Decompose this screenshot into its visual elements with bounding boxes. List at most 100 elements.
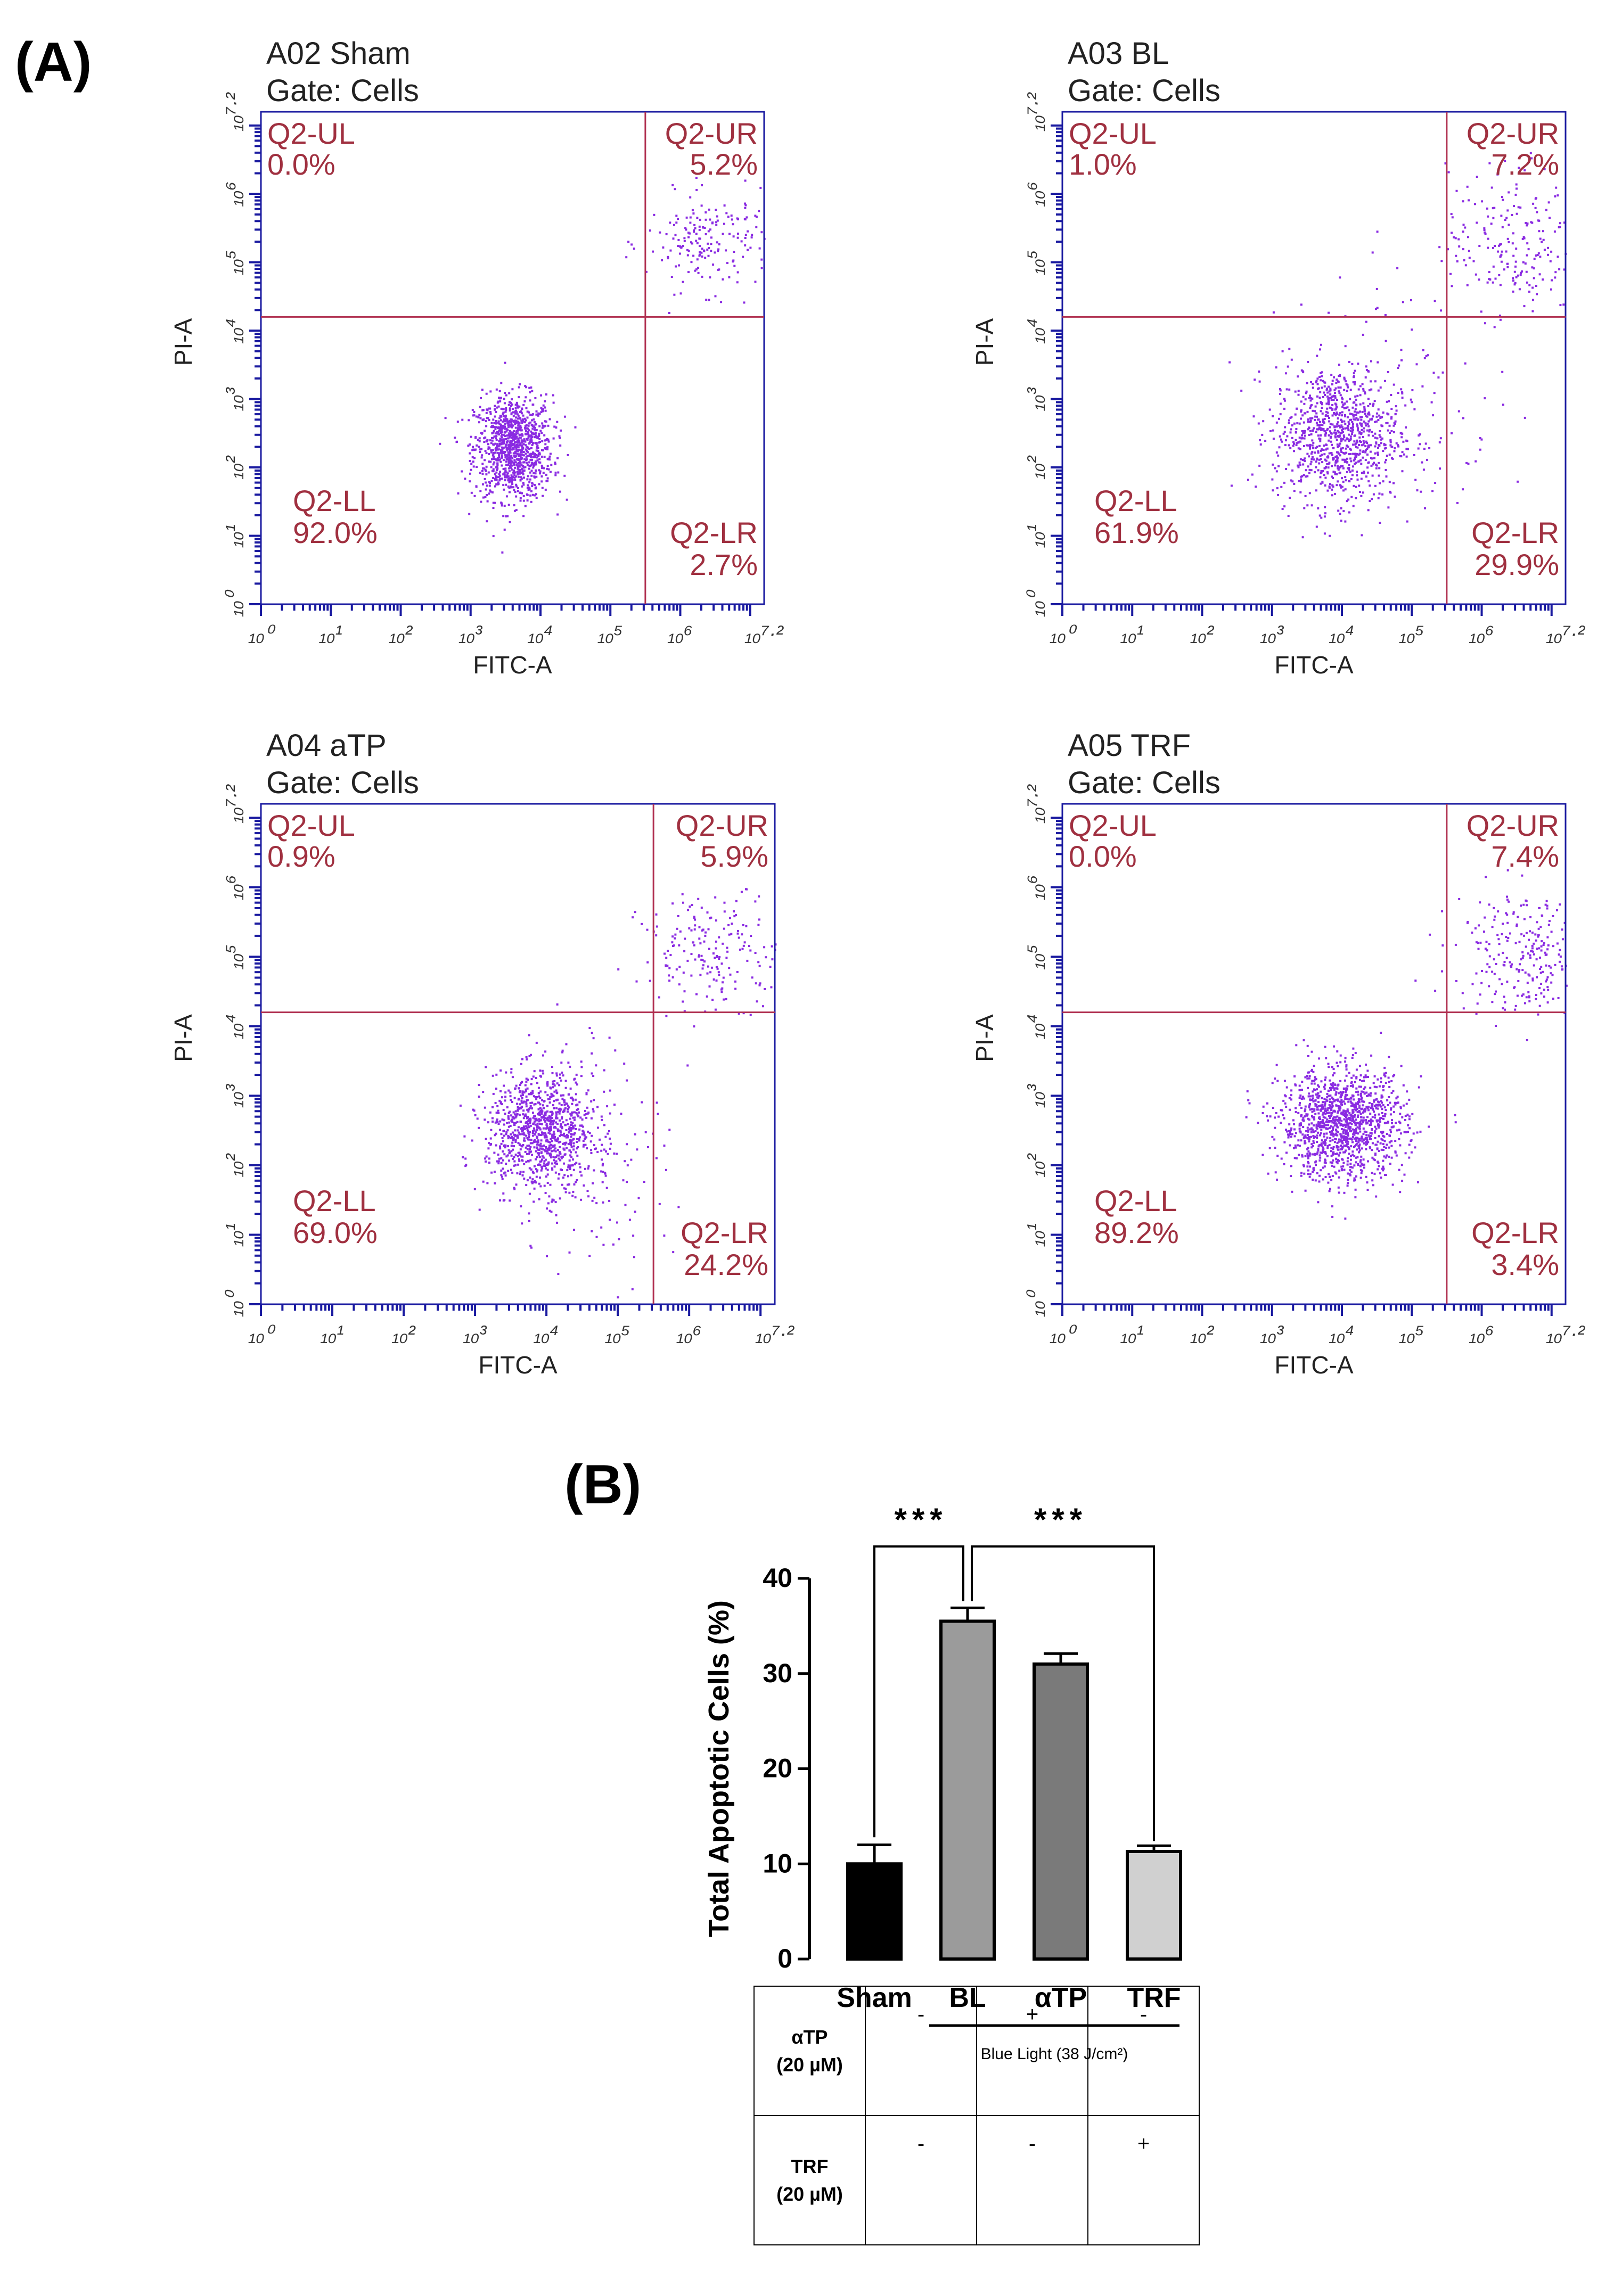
data-point	[486, 500, 489, 503]
data-point	[1267, 1172, 1269, 1175]
data-point	[517, 473, 519, 476]
data-point	[496, 443, 499, 446]
data-point	[547, 438, 550, 441]
y-tick-label: ₁₀³	[1023, 387, 1047, 411]
data-point	[511, 433, 513, 435]
data-point	[1378, 492, 1381, 495]
data-point	[677, 245, 679, 248]
data-point	[706, 248, 709, 251]
data-point	[602, 1201, 604, 1204]
data-point	[1316, 377, 1319, 380]
data-point	[1342, 451, 1345, 454]
data-point	[535, 1098, 538, 1100]
data-point	[1399, 1122, 1402, 1124]
data-point	[1517, 480, 1519, 483]
data-point	[511, 440, 514, 442]
data-point	[567, 1108, 569, 1110]
data-point	[570, 1121, 572, 1124]
data-point	[744, 207, 747, 209]
data-point	[583, 1114, 586, 1116]
data-point	[507, 1149, 510, 1151]
data-point	[576, 1154, 579, 1157]
data-point	[493, 458, 495, 460]
data-point	[740, 240, 743, 243]
data-point	[1549, 260, 1552, 262]
data-point	[1337, 1092, 1340, 1094]
data-point	[661, 259, 663, 261]
data-point	[641, 1101, 643, 1104]
data-point	[507, 458, 510, 461]
data-point	[478, 421, 480, 424]
data-point	[1389, 1163, 1391, 1165]
data-point	[1309, 399, 1312, 402]
data-point	[1341, 414, 1343, 417]
data-point	[1353, 375, 1355, 377]
data-point	[544, 1112, 547, 1114]
data-point	[526, 1179, 529, 1182]
data-point	[536, 1137, 538, 1139]
data-point	[1368, 389, 1371, 392]
data-point	[510, 405, 512, 407]
data-point	[1326, 407, 1329, 410]
data-point	[1377, 454, 1379, 456]
data-point	[520, 478, 523, 480]
data-point	[530, 1246, 533, 1249]
data-point	[527, 1079, 529, 1081]
data-point	[1344, 460, 1346, 463]
data-point	[507, 1112, 510, 1114]
data-point	[1340, 520, 1342, 522]
data-point	[490, 449, 493, 451]
data-point	[1414, 479, 1417, 481]
data-point	[1377, 419, 1380, 421]
data-point	[1457, 238, 1460, 241]
data-point	[499, 439, 502, 441]
data-point	[690, 974, 693, 977]
data-point	[769, 966, 772, 968]
data-point	[553, 1120, 555, 1122]
data-point	[1370, 457, 1372, 459]
data-point	[694, 958, 697, 961]
data-point	[647, 1146, 649, 1148]
data-point	[1554, 195, 1557, 197]
data-point	[1533, 277, 1535, 279]
data-point	[520, 1063, 522, 1065]
data-point	[1355, 446, 1357, 448]
data-point	[1314, 1113, 1317, 1115]
data-point	[511, 388, 514, 391]
data-point	[1455, 254, 1457, 257]
data-point	[474, 436, 477, 439]
data-point	[1344, 1079, 1346, 1082]
data-point	[1337, 1148, 1340, 1151]
data-point	[1328, 420, 1331, 423]
data-point	[530, 464, 533, 466]
data-point	[502, 1167, 504, 1170]
data-point	[558, 1141, 560, 1143]
data-point	[525, 1125, 528, 1128]
data-point	[605, 1150, 607, 1153]
x-tick-label: ₁₀⁶	[667, 622, 692, 645]
data-point	[1352, 1047, 1355, 1050]
data-point	[1343, 407, 1346, 409]
data-point	[1329, 1161, 1332, 1164]
data-point	[1287, 515, 1290, 517]
data-point	[496, 468, 498, 471]
data-point	[1406, 448, 1409, 450]
data-point	[511, 481, 513, 484]
data-point	[1346, 445, 1348, 447]
data-point	[1356, 423, 1358, 426]
data-point	[1382, 1169, 1385, 1172]
data-point	[529, 1054, 532, 1056]
data-point	[1328, 403, 1330, 406]
data-point	[1283, 398, 1285, 400]
data-point	[682, 1000, 684, 1003]
data-point	[1316, 1134, 1318, 1137]
data-point	[1334, 471, 1337, 474]
data-point	[541, 1133, 544, 1136]
data-point	[696, 217, 699, 219]
data-point	[473, 1109, 476, 1112]
data-point	[521, 1145, 523, 1148]
data-point	[542, 1072, 545, 1075]
data-point	[500, 1133, 503, 1135]
data-point	[1349, 457, 1352, 460]
y-tick-label: ₁₀¹	[222, 1223, 245, 1247]
